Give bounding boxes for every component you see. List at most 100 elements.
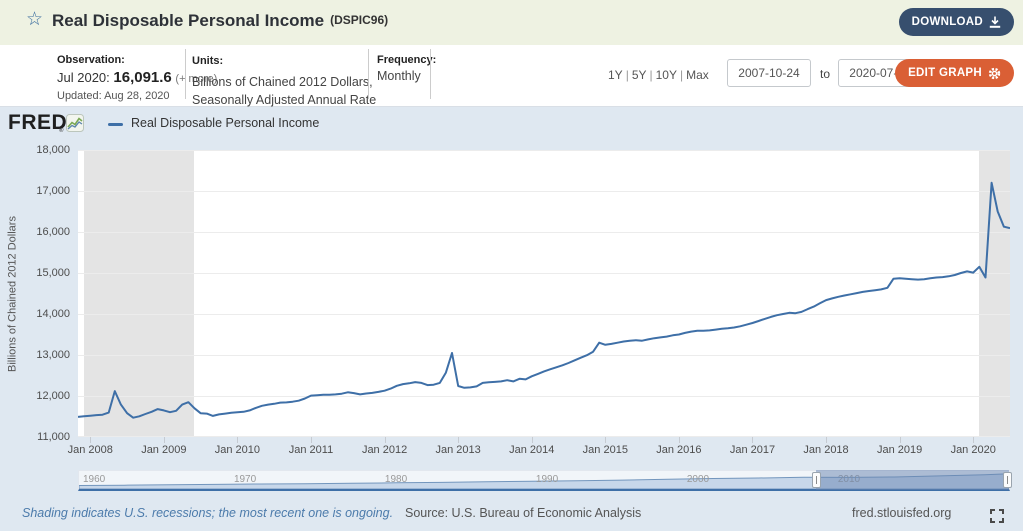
download-button[interactable]: DOWNLOAD <box>898 8 1014 36</box>
gridline <box>78 150 1010 151</box>
fred-logo: FRED <box>8 111 68 134</box>
range-shortcuts: 1Y | 5Y | 10Y | Max <box>608 68 709 82</box>
title-band: ☆ Real Disposable Personal Income (DSPIC9… <box>0 0 1023 45</box>
gridline <box>78 396 1010 397</box>
slider-selection[interactable] <box>815 470 1009 490</box>
x-tick-label: Jan 2011 <box>288 444 334 456</box>
range-link-max[interactable]: Max <box>686 68 709 82</box>
recession-band <box>84 150 195 437</box>
x-tick-mark <box>311 437 312 443</box>
x-tick-mark <box>752 437 754 443</box>
y-tick-label: 14,000 <box>36 308 70 320</box>
range-link-1y[interactable]: 1Y <box>608 68 623 82</box>
frequency-label: Frequency: <box>377 54 437 66</box>
slider-year-label: 2000 <box>686 474 710 485</box>
range-link-10y[interactable]: 10Y <box>655 68 677 82</box>
observation-updated: Updated: Aug 28, 2020 <box>57 90 170 102</box>
slider-year-label: 1970 <box>233 474 257 485</box>
x-tick-mark <box>531 437 533 443</box>
gridline <box>78 355 1010 356</box>
slider-handle-right[interactable] <box>1003 472 1012 488</box>
x-tick-mark <box>458 437 460 443</box>
x-tick-label: Jan 2013 <box>435 444 481 456</box>
x-tick-mark <box>973 437 975 443</box>
y-tick-label: 16,000 <box>36 226 70 238</box>
x-tick-label: Jan 2020 <box>950 444 996 456</box>
source-text: Source: U.S. Bureau of Economic Analysis <box>405 506 642 520</box>
x-tick-label: Jan 2008 <box>67 444 113 456</box>
range-separator: | <box>625 68 629 82</box>
units-line1: Billions of Chained 2012 Dollars, <box>192 74 373 89</box>
y-tick-label: 18,000 <box>36 144 70 156</box>
gridline <box>78 232 1010 233</box>
download-button-label: DOWNLOAD <box>911 16 983 28</box>
gridline <box>78 436 1010 437</box>
x-tick-label: Jan 2018 <box>803 444 849 456</box>
gridline <box>78 273 1010 274</box>
y-tick-label: 15,000 <box>36 267 70 279</box>
x-tick-label: Jan 2015 <box>582 444 628 456</box>
y-tick-label: 11,000 <box>37 431 70 443</box>
range-link-5y[interactable]: 5Y <box>631 68 647 82</box>
x-tick-mark <box>605 437 607 443</box>
column-divider <box>430 49 431 99</box>
x-tick-label: Jan 2014 <box>509 444 555 456</box>
slider-year-label: 1960 <box>82 474 106 485</box>
y-tick-label: 12,000 <box>36 390 70 402</box>
x-tick-mark <box>163 437 165 443</box>
y-tick-label: 13,000 <box>36 349 70 361</box>
column-divider <box>185 49 186 99</box>
gridline <box>78 314 1010 315</box>
x-tick-mark <box>678 437 680 443</box>
frequency-value: Monthly <box>377 69 421 83</box>
series-line-svg <box>78 181 1010 419</box>
date-range-to-label: to <box>820 67 831 81</box>
slider-year-label: 1990 <box>535 474 559 485</box>
edit-graph-button[interactable]: EDIT GRAPH <box>895 59 1014 87</box>
site-text: fred.stlouisfed.org <box>852 506 952 520</box>
edit-graph-label: EDIT GRAPH <box>908 67 982 79</box>
x-tick-mark <box>237 437 239 443</box>
observation-value: 16,091.6 <box>113 69 172 86</box>
x-tick-label: Jan 2009 <box>141 444 187 456</box>
x-tick-label: Jan 2016 <box>656 444 702 456</box>
x-tick-mark <box>826 437 828 443</box>
y-tick-label: 17,000 <box>36 185 70 197</box>
page-title: Real Disposable Personal Income (DSPIC96) <box>52 11 388 31</box>
date-from-input[interactable] <box>727 59 811 87</box>
series-id: (DSPIC96) <box>330 13 389 27</box>
favorite-star-icon[interactable]: ☆ <box>26 9 44 30</box>
legend-label: Real Disposable Personal Income <box>131 116 320 130</box>
registered-mark: ® <box>59 128 64 134</box>
gear-icon <box>988 67 1001 79</box>
recession-note-link[interactable]: Shading indicates U.S. recessions; the m… <box>22 506 394 520</box>
frequency-block: Frequency: Monthly <box>377 54 436 83</box>
units-line2: Seasonally Adjusted Annual Rate <box>192 93 377 108</box>
download-icon <box>989 16 1001 28</box>
units-block: Units: Billions of Chained 2012 Dollars,… <box>192 54 376 109</box>
x-tick-mark <box>90 437 92 443</box>
fred-chart-icon <box>66 114 84 132</box>
range-separator: | <box>679 68 684 82</box>
observation-date: Jul 2020: <box>57 70 110 85</box>
fullscreen-icon[interactable] <box>990 509 1004 523</box>
info-bar: Observation: Jul 2020: 16,091.6 (+ more)… <box>0 45 1023 107</box>
x-tick-label: Jan 2019 <box>876 444 923 456</box>
column-divider <box>368 49 369 99</box>
units-label: Units: <box>192 55 224 67</box>
slider-year-label: 1980 <box>384 474 408 485</box>
x-tick-label: Jan 2017 <box>729 444 776 456</box>
gridline <box>78 191 1010 192</box>
slider-handle-left[interactable] <box>811 472 821 488</box>
plot-area[interactable] <box>78 150 1010 437</box>
legend-line-swatch <box>108 123 123 126</box>
x-tick-mark <box>384 437 386 443</box>
range-separator: | <box>649 68 653 82</box>
x-tick-mark <box>899 437 901 443</box>
range-slider[interactable]: 196019701980199020002010 <box>78 470 1012 491</box>
chart-panel: FRED ® Real Disposable Personal Income B… <box>0 107 1023 531</box>
series-line <box>78 181 1010 419</box>
observation-label: Observation: <box>57 54 125 66</box>
x-tick-label: Jan 2012 <box>361 444 408 456</box>
